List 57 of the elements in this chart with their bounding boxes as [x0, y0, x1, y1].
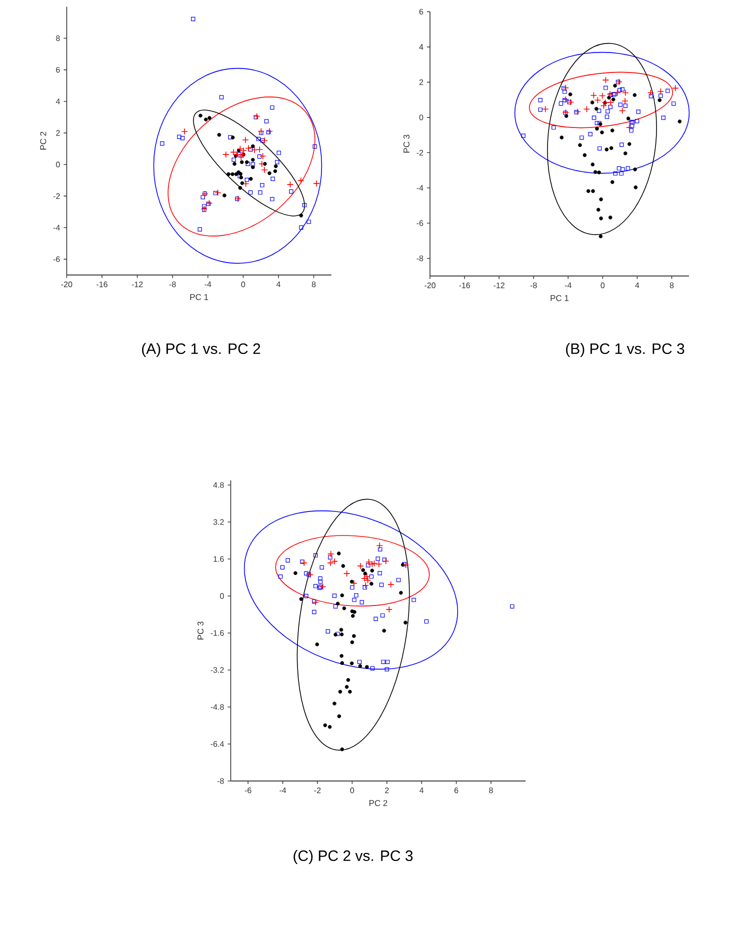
x-tick-label: -8	[169, 282, 176, 288]
x-tick-label: 0	[241, 282, 246, 288]
y-tick-label: 0	[220, 593, 224, 599]
y-tick-label: 0	[56, 162, 60, 168]
x-tick-label: -4	[280, 788, 286, 794]
y-tick-label: -1.6	[210, 630, 224, 636]
y-tick-label: -6.4	[210, 741, 224, 747]
y-tick-label: -6	[416, 220, 424, 226]
y-tick-label: 8	[56, 35, 60, 42]
x-tick-label: 0	[350, 788, 354, 794]
text: (B) PC 1 vs. PC 3	[566, 343, 684, 357]
y-tick-label: -4.8	[210, 704, 224, 710]
y-tick-label: -6	[53, 256, 60, 262]
y-tick-label: -4	[416, 185, 424, 191]
y-tick-label: -8	[217, 778, 224, 784]
y-tick-label: 4.8	[213, 482, 224, 488]
y-tick-label: -2	[416, 150, 424, 156]
y-axis-title: PC 2	[40, 132, 46, 150]
x-tick-label: 4	[635, 282, 640, 288]
x-tick-label: -6	[244, 788, 252, 794]
x-tick-label: 8	[670, 282, 674, 288]
x-tick-label: -16	[96, 282, 108, 288]
y-tick-label: 4	[56, 98, 60, 104]
y-axis-title: PC 3	[403, 134, 410, 153]
y-tick-label: 1.6	[214, 556, 224, 562]
y-tick-label: 2	[419, 79, 424, 85]
y-tick-label: 2	[56, 130, 60, 136]
x-tick-label: 2	[385, 788, 389, 794]
y-tick-label: 6	[419, 8, 424, 15]
y-axis-title: PC 3	[198, 622, 204, 640]
y-tick-label: -8	[416, 256, 424, 262]
y-tick-label: -4	[53, 224, 60, 230]
y-tick-label: -2	[53, 193, 60, 199]
x-tick-label: 0	[600, 282, 605, 288]
x-tick-label: -8	[530, 282, 537, 288]
text: (A) PC 1 vs. PC 2	[142, 343, 260, 357]
x-tick-label: -2	[314, 788, 321, 794]
x-tick-label: -12	[132, 282, 143, 288]
y-tick-label: 3.2	[213, 519, 224, 525]
x-axis-title: PC 1	[550, 295, 569, 302]
x-tick-label: 8	[312, 282, 316, 288]
x-tick-label: -4	[204, 282, 212, 288]
y-tick-label: 0	[419, 114, 424, 120]
x-tick-label: 8	[489, 788, 493, 794]
x-tick-label: 6	[454, 788, 458, 794]
y-tick-label: 6	[56, 66, 60, 73]
x-tick-label: 4	[276, 282, 280, 288]
x-tick-label: -20	[424, 282, 436, 288]
x-axis-title: PC 2	[369, 800, 388, 806]
x-tick-label: -4	[564, 282, 572, 288]
y-tick-label: 4	[419, 44, 424, 50]
x-tick-label: -12	[494, 282, 504, 288]
x-axis-title: PC 1	[190, 294, 208, 300]
y-tick-label: -3.2	[210, 667, 224, 673]
text: (C) PC 2 vs. PC 3	[294, 850, 413, 864]
x-tick-label: -20	[61, 282, 72, 288]
x-tick-label: -16	[459, 282, 470, 288]
